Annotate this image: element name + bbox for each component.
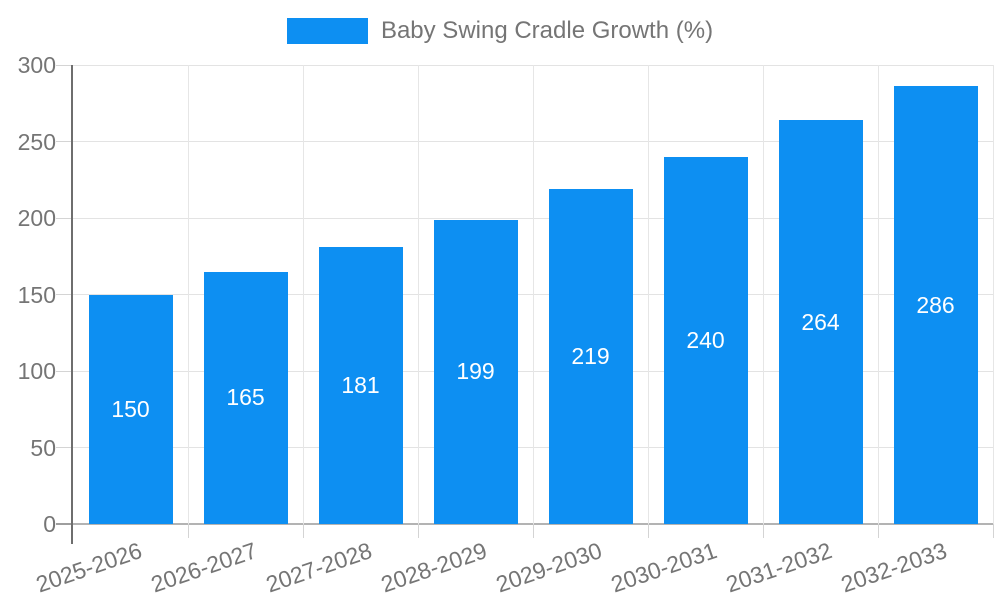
bar-2030-2031[interactable]: 240 [663,156,748,524]
bar-2025-2026[interactable]: 150 [88,294,173,524]
x-axis-label: 2026-2027 [147,537,260,598]
bar-2028-2029[interactable]: 199 [433,219,518,524]
x-axis-label: 2031-2032 [722,537,835,598]
gridline-vertical [532,65,534,524]
x-axis-label: 2025-2026 [32,537,145,598]
x-axis-tick [187,524,189,538]
bar-value-label: 240 [686,326,725,353]
gridline-vertical [647,65,649,524]
y-axis-tick [56,141,71,142]
x-axis-tick [647,524,649,538]
gridline-vertical [992,65,994,524]
x-axis-tick [762,524,764,538]
y-axis-tick [56,217,71,219]
gridline-vertical [417,65,419,524]
x-axis-label: 2030-2031 [607,537,720,598]
bar-2031-2032[interactable]: 264 [778,120,863,524]
bar-value-label: 219 [571,342,610,369]
x-axis-label: 2032-2033 [837,537,950,598]
y-axis-tick [56,447,71,448]
x-axis-label: 2027-2028 [262,537,375,598]
y-axis-label: 150 [17,281,56,308]
x-axis-tick [302,524,304,538]
bar-value-label: 181 [341,372,380,399]
x-axis-label: 2028-2029 [377,537,490,598]
gridline-vertical [187,65,189,524]
gridline-vertical [762,65,764,524]
y-axis-line [71,65,73,544]
bar-2027-2028[interactable]: 181 [318,247,403,524]
bar-value-label: 150 [111,395,150,422]
y-axis-label: 100 [17,358,56,384]
y-axis-label: 250 [17,128,56,155]
y-axis-tick [56,64,71,66]
y-axis-tick [56,370,71,372]
y-axis-tick [56,523,71,525]
y-axis-label: 50 [30,434,56,461]
y-axis-label: 0 [43,511,56,537]
x-axis-label: 2029-2030 [492,537,605,598]
legend-label: Baby Swing Cradle Growth (%) [380,17,714,44]
legend: Baby Swing Cradle Growth (%) [0,17,1000,45]
y-axis-label: 300 [17,52,56,78]
bar-value-label: 264 [801,308,840,335]
bar-2026-2027[interactable]: 165 [203,271,288,524]
x-axis-tick [877,524,879,538]
bar-value-label: 286 [916,291,955,318]
bar-value-label: 165 [226,384,265,411]
x-axis-tick [532,524,534,538]
bar-2029-2030[interactable]: 219 [548,188,633,524]
gridline-vertical [302,65,304,524]
legend-swatch [286,18,368,44]
y-axis-label: 200 [17,205,56,231]
bar-2032-2033[interactable]: 286 [893,86,978,524]
bar-value-label: 199 [456,358,495,385]
gridline-vertical [877,65,879,524]
y-axis-tick [56,294,71,295]
plot-area: 150 165 181 199 219 240 264 286 [56,64,994,544]
x-axis-tick [992,524,994,538]
x-axis-tick [417,524,419,538]
